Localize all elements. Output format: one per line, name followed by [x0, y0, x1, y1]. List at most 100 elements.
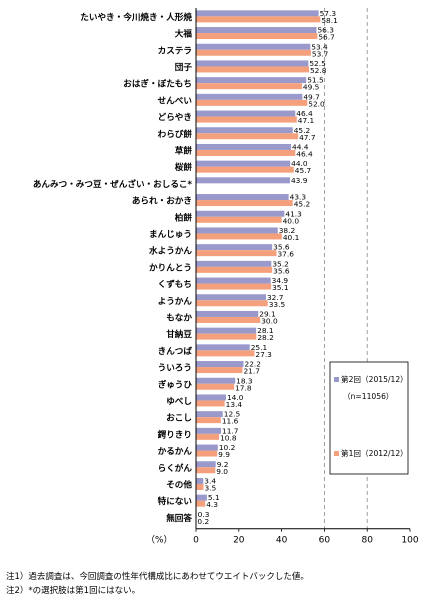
- value-label-series-1: 40.1: [283, 233, 300, 242]
- category-label: かりんとう: [149, 262, 192, 273]
- value-label-series-2: 18.3: [236, 376, 253, 385]
- bar-series-2: [196, 194, 289, 201]
- bar-series-1: [196, 367, 243, 374]
- bar-series-2: [196, 411, 223, 418]
- value-label-series-2: 44.4: [292, 142, 309, 151]
- x-tick-labels: 0 20 40 60 80 100: [193, 528, 419, 546]
- category-label: あんみつ・みつ豆・ぜんざい・おしるこ*: [33, 178, 193, 190]
- value-label-series-1: 9.9: [218, 450, 230, 459]
- value-label-series-1: 4.3: [206, 500, 218, 509]
- value-label-series-2: 49.7: [303, 92, 320, 101]
- bar-series-2: [196, 210, 285, 217]
- category-label: 草餅: [175, 144, 193, 156]
- category-label: どらやき: [158, 111, 192, 123]
- category-label: 桜餅: [175, 161, 193, 173]
- bar-series-2: [196, 77, 307, 84]
- bar-series-2: [196, 327, 257, 334]
- bar-series-2: [196, 160, 291, 167]
- bar-series-1: [196, 99, 308, 106]
- value-label-series-2: 56.3: [317, 26, 334, 35]
- bar-series-2: [196, 143, 292, 150]
- value-label-series-1: 49.5: [303, 83, 320, 92]
- legend-box: [329, 361, 409, 475]
- value-label-series-1: 28.2: [257, 333, 273, 342]
- bar-series-1: [196, 233, 282, 240]
- value-label-series-2: 25.1: [251, 343, 268, 352]
- bar-series-2: [196, 361, 244, 368]
- category-label: カステラ: [158, 45, 192, 56]
- legend-entry-series-2-n: （n=11056）: [343, 392, 394, 401]
- value-label-series-2: 43.3: [290, 193, 307, 202]
- value-label-series-1: 11.6: [222, 417, 239, 426]
- category-label: らくがん: [158, 462, 193, 474]
- bar-series-2: [196, 93, 303, 100]
- bar-series-1: [196, 283, 272, 290]
- category-label: 水ようかん: [149, 245, 192, 257]
- bar-series-1: [196, 316, 261, 323]
- value-label-series-2: 38.2: [279, 226, 295, 235]
- bar-series-2: [196, 227, 278, 234]
- value-label-series-2: 12.5: [224, 410, 241, 419]
- footnote-2: 注2）*の選択肢は第1回にはない。: [6, 586, 141, 596]
- bar-series-2: [196, 277, 271, 284]
- x-tick-label: 100: [401, 536, 418, 546]
- category-label: 団子: [175, 62, 193, 73]
- bar-series-1: [196, 250, 277, 257]
- bar-series-2: [196, 43, 311, 50]
- bar-series-2: [196, 377, 236, 384]
- x-tick-label: 80: [361, 536, 373, 546]
- value-label-series-1: 10.8: [220, 433, 237, 442]
- value-label-series-2: 3.4: [204, 476, 216, 485]
- value-label-series-1: 9.0: [216, 467, 228, 476]
- bar-series-2: [196, 127, 293, 134]
- value-label-series-1: 35.1: [272, 283, 289, 292]
- bar-series-1: [196, 400, 225, 407]
- legend: 第2回（2015/12） （n=11056） 第1回（2012/12）: [329, 361, 409, 475]
- category-label: ようかん: [158, 296, 193, 307]
- bar-series-2: [196, 294, 266, 301]
- category-label: せんべい: [158, 95, 193, 106]
- value-label-series-1: 17.8: [235, 383, 252, 392]
- footnote-1: 注1）過去調査は、今回調査の性年代構成比にあわせてウエイトバックした値。: [6, 572, 309, 582]
- value-label-series-2: 5.1: [208, 493, 220, 502]
- category-label: ゆべし: [166, 396, 192, 407]
- bar-series-2: [196, 27, 317, 34]
- bar-series-1: [196, 166, 294, 173]
- category-label: まんじゅう: [149, 229, 192, 240]
- category-label: ぎゅうひ: [158, 378, 193, 390]
- value-label-series-2: 29.1: [259, 309, 276, 318]
- value-labels: 57.358.156.356.753.453.752.552.851.549.5…: [197, 9, 338, 526]
- category-label: 大福: [175, 28, 193, 40]
- bar-series-1: [196, 500, 206, 507]
- bars-layer: [196, 10, 321, 524]
- bar-series-2: [196, 10, 319, 17]
- value-label-series-2: 43.9: [291, 176, 308, 185]
- category-labels: たいやき・今川焼き・人形焼大福カステラ団子おはぎ・ぼたもちせんべいどらやきわらび…: [33, 11, 193, 524]
- value-label-series-2: 53.4: [311, 42, 328, 51]
- value-label-series-1: 0.2: [197, 517, 209, 526]
- value-label-series-1: 45.2: [294, 200, 310, 209]
- value-label-series-1: 30.0: [261, 316, 278, 325]
- bar-series-2: [196, 244, 273, 251]
- value-label-series-1: 33.5: [269, 300, 286, 309]
- bar-series-1: [196, 200, 293, 207]
- category-label: くずもち: [158, 278, 192, 290]
- bar-series-2: [196, 494, 207, 501]
- value-label-series-1: 56.7: [318, 33, 335, 42]
- bar-series-2: [196, 427, 222, 434]
- x-axis-unit-label: （%）: [146, 535, 173, 546]
- value-label-series-2: 51.5: [307, 76, 324, 85]
- value-label-series-2: 22.2: [245, 360, 261, 369]
- legend-swatch-series-1: [334, 451, 339, 456]
- category-label: 無回答: [166, 512, 192, 524]
- value-label-series-1: 58.1: [321, 16, 338, 25]
- category-label: たいやき・今川焼き・人形焼: [80, 11, 192, 23]
- value-label-series-2: 9.2: [217, 460, 229, 469]
- bar-series-2: [196, 444, 218, 451]
- bar-series-2: [196, 310, 259, 317]
- value-label-series-1: 13.4: [226, 400, 243, 409]
- value-label-series-1: 27.3: [255, 350, 272, 359]
- bar-series-2: [196, 344, 250, 351]
- value-label-series-2: 57.3: [320, 9, 337, 18]
- bar-series-1: [196, 49, 311, 56]
